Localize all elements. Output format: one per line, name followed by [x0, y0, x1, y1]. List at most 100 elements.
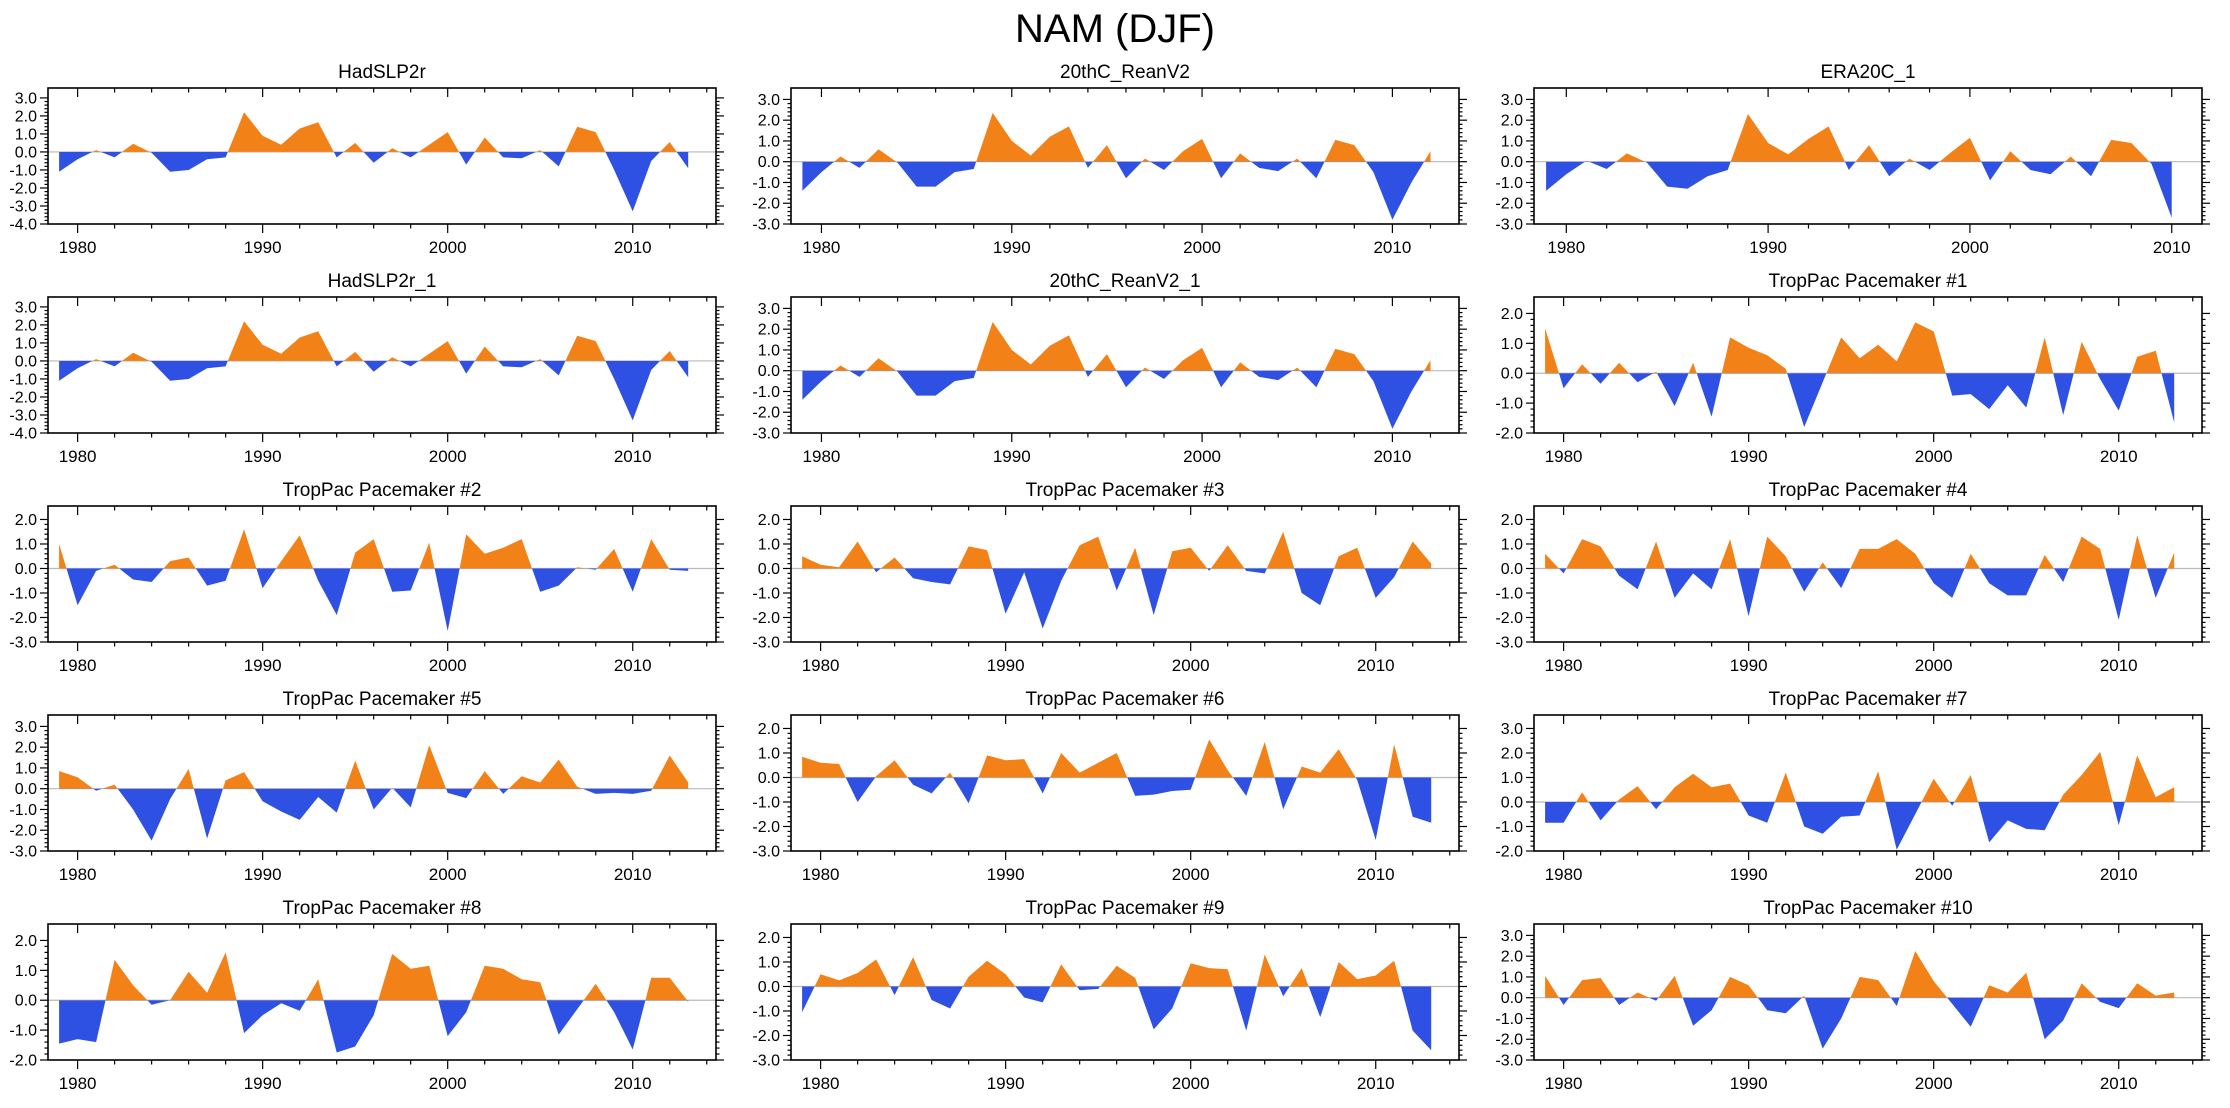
axes-ticks: 1980 1990 2000 2010 -3.0 -2.0 -1.0 0.0 1.0 2.0	[1495, 506, 2210, 675]
positive-area	[1545, 322, 2175, 374]
positive-area	[59, 952, 689, 1001]
panel-era20c-1: ERA20C_1 1980 1990 2000 2010 -3.0 -2.0 -1.0 0.0 1…	[1486, 58, 2229, 267]
y-tick-label: 1.0	[1501, 770, 1523, 787]
y-tick-label: 1.0	[758, 133, 780, 150]
y-tick-label: 2.0	[1501, 745, 1523, 762]
chart-svg: TropPac Pacemaker #6 1980 1990 2000 2010 -3.0…	[752, 689, 1467, 884]
y-tick-label: 0.0	[15, 993, 37, 1010]
positive-area	[1545, 535, 2175, 569]
axes-ticks: 1980 1990 2000 2010 -2.0 -1.0 0.0 1.0 2.0	[9, 924, 724, 1093]
y-tick-label: 2.0	[758, 322, 780, 339]
chart-svg: TropPac Pacemaker #5 1980 1990 2000 2010 -3.0…	[9, 689, 724, 884]
panel-troppac-pacemaker-6: TropPac Pacemaker #6 1980 1990 2000 2010 -3.0…	[743, 685, 1486, 894]
chart-svg: TropPac Pacemaker #4 1980 1990 2000 2010 -3.0…	[1495, 480, 2210, 675]
x-tick-label: 1980	[803, 238, 841, 257]
negative-area	[59, 1000, 689, 1053]
x-tick-label: 2010	[2100, 865, 2138, 884]
axes-ticks: 1980 1990 2000 2010 -3.0 -2.0 -1.0 0.0 1.0 2.0	[752, 506, 1467, 675]
y-tick-label: 1.0	[758, 342, 780, 359]
y-tick-label: 1.0	[1501, 133, 1523, 150]
negative-area	[1558, 997, 2127, 1049]
x-tick-label: 2000	[1915, 865, 1953, 884]
y-tick-label: -1.0	[1495, 1011, 1523, 1028]
panel-troppac-pacemaker-7: TropPac Pacemaker #7 1980 1990 2000 2010 -2.0…	[1486, 685, 2229, 894]
y-tick-label: -2.0	[9, 823, 37, 840]
y-tick-label: -4.0	[9, 426, 37, 443]
y-tick-label: -2.0	[1495, 426, 1523, 443]
negative-area	[1546, 161, 2172, 218]
negative-area	[59, 360, 689, 421]
x-tick-label: 2010	[614, 238, 652, 257]
y-tick-label: -1.0	[1495, 396, 1523, 413]
chart-svg: TropPac Pacemaker #8 1980 1990 2000 2010 -2.0…	[9, 898, 724, 1093]
x-tick-label: 1990	[1730, 447, 1768, 466]
x-tick-label: 1990	[987, 1074, 1025, 1093]
x-tick-label: 2010	[2153, 238, 2191, 257]
y-tick-label: 2.0	[15, 933, 37, 950]
plot-frame	[1533, 714, 2203, 852]
y-tick-label: 1.0	[758, 745, 780, 762]
y-tick-label: 1.0	[15, 536, 37, 553]
y-tick-label: 0.0	[1501, 794, 1523, 811]
chart-svg: TropPac Pacemaker #7 1980 1990 2000 2010 -2.0…	[1495, 689, 2210, 884]
y-tick-label: 0.0	[1501, 366, 1523, 383]
panel-title: TropPac Pacemaker #7	[1769, 689, 1968, 710]
y-tick-label: 2.0	[15, 740, 37, 757]
plot-frame	[1533, 87, 2203, 225]
y-tick-label: -3.0	[752, 635, 780, 652]
panel-title: TropPac Pacemaker #4	[1769, 480, 1968, 501]
panel-20thc-reanv2-1: 20thC_ReanV2_1 1980 1990 2000 2010 -3.0 -2.0 -1…	[743, 267, 1486, 476]
y-tick-label: -2.0	[1495, 196, 1523, 213]
y-tick-label: 3.0	[1501, 92, 1523, 109]
y-tick-label: 1.0	[15, 760, 37, 777]
y-tick-label: 3.0	[758, 301, 780, 318]
y-tick-label: 0.0	[15, 561, 37, 578]
panel-title: 20thC_ReanV2_1	[1049, 271, 1200, 292]
plot-frame	[1533, 296, 2203, 434]
x-tick-label: 2010	[1357, 656, 1395, 675]
y-tick-label: -1.0	[1495, 819, 1523, 836]
x-tick-label: 1990	[244, 865, 282, 884]
axes-ticks: 1980 1990 2000 2010 -4.0 -3.0-2.0-1.00.01.02.…	[9, 297, 724, 466]
panel-title: HadSLP2r	[338, 62, 426, 83]
x-tick-label: 2000	[429, 865, 467, 884]
negative-area	[802, 370, 1425, 429]
axes-ticks: 1980 1990 2000 2010 -3.0 -2.0 -1.0 0.0 1.0 2.0 3.0	[9, 715, 724, 884]
x-tick-label: 1980	[59, 656, 97, 675]
x-tick-label: 2000	[1183, 238, 1221, 257]
y-tick-label: 1.0	[15, 126, 37, 143]
panel-title: TropPac Pacemaker #2	[283, 480, 482, 501]
plot-frame	[47, 505, 717, 643]
positive-area	[802, 321, 1431, 371]
plot-frame	[790, 923, 1460, 1061]
y-tick-label: -2.0	[1495, 844, 1523, 861]
x-tick-label: 2010	[1373, 447, 1411, 466]
y-tick-label: 0.0	[758, 561, 780, 578]
x-tick-label: 1980	[802, 865, 840, 884]
x-tick-label: 2000	[1915, 447, 1953, 466]
y-tick-label: 2.0	[758, 512, 780, 529]
y-tick-label: 0.0	[15, 353, 37, 370]
y-tick-label: -1.0	[752, 585, 780, 602]
y-tick-label: -1.0	[9, 371, 37, 388]
y-tick-label: -3.0	[1495, 1053, 1523, 1070]
y-tick-label: -1.0	[752, 175, 780, 192]
x-tick-label: 1990	[1730, 865, 1768, 884]
x-tick-label: 2010	[2100, 656, 2138, 675]
y-tick-label: -2.0	[9, 610, 37, 627]
positive-area	[1546, 114, 2172, 162]
chart-svg: HadSLP2r_1 1980 1990 2000 2010 -4.0 -3.0-2.0-1…	[9, 271, 724, 466]
figure-title: NAM (DJF)	[1015, 7, 1215, 51]
positive-area	[1576, 751, 2175, 802]
x-tick-label: 2000	[1172, 656, 1210, 675]
panel-troppac-pacemaker-5: TropPac Pacemaker #5 1980 1990 2000 2010 -3.0…	[0, 685, 743, 894]
x-tick-label: 1990	[987, 656, 1025, 675]
panel-troppac-pacemaker-4: TropPac Pacemaker #4 1980 1990 2000 2010 -3.0…	[1486, 476, 2229, 685]
y-tick-label: 0.0	[1501, 154, 1523, 171]
y-tick-label: 1.0	[1501, 336, 1523, 353]
x-tick-label: 2010	[1373, 238, 1411, 257]
panel-troppac-pacemaker-9: TropPac Pacemaker #9 1980 1990 2000 2010 -3.0…	[743, 894, 1486, 1103]
y-tick-label: -2.0	[9, 389, 37, 406]
x-tick-label: 1990	[1749, 238, 1787, 257]
